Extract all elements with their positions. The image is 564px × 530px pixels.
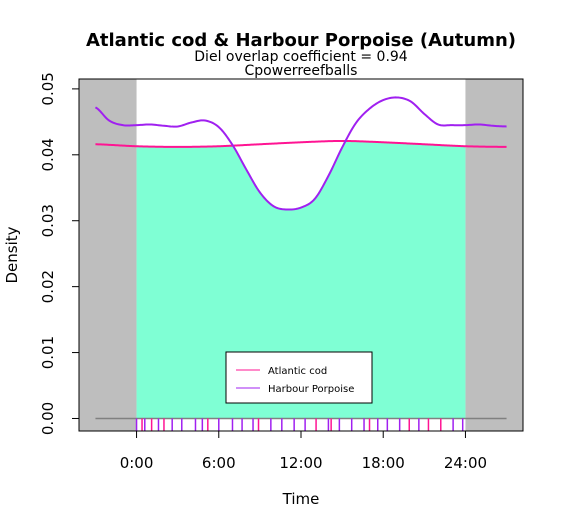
y-tick-label: 0.01	[39, 336, 57, 369]
y-tick-label: 0.02	[39, 270, 57, 303]
y-tick-label: 0.03	[39, 204, 57, 237]
x-tick-label: 0:00	[120, 454, 154, 472]
legend: Atlantic cod Harbour Porpoise	[225, 351, 373, 404]
chart-subtitle: Diel overlap coefficient = 0.94	[194, 49, 408, 65]
overlap-label: Diel overlap coefficient =	[194, 49, 376, 65]
legend-box	[225, 351, 373, 404]
y-axis-label: Density	[3, 226, 21, 283]
legend-label: Harbour Porpoise	[268, 384, 354, 395]
chart-subtitle-site: Cpowerreefballs	[245, 63, 358, 79]
x-tick-label: 12:00	[279, 454, 322, 472]
y-tick-label: 0.00	[39, 402, 57, 435]
x-tick-label: 6:00	[202, 454, 236, 472]
y-tick-label: 0.04	[39, 138, 57, 171]
overlap-area	[136, 140, 466, 419]
x-tick-label: 24:00	[444, 454, 487, 472]
x-axis-label: Time	[282, 490, 320, 508]
overlap-value: 0.94	[377, 49, 408, 65]
series-line-atlantic-cod	[95, 139, 507, 148]
legend-label: Atlantic cod	[268, 366, 327, 377]
series-line-harbour-porpoise	[94, 96, 507, 211]
y-tick-label: 0.05	[39, 72, 57, 105]
x-tick-label: 18:00	[362, 454, 405, 472]
axes: 0:00 6:00 12:00 18:00 24:00 0.00 0.01 0.02 0.03 0…	[39, 72, 487, 472]
chart-title: Atlantic cod & Harbour Porpoise (Autumn)	[86, 30, 516, 51]
